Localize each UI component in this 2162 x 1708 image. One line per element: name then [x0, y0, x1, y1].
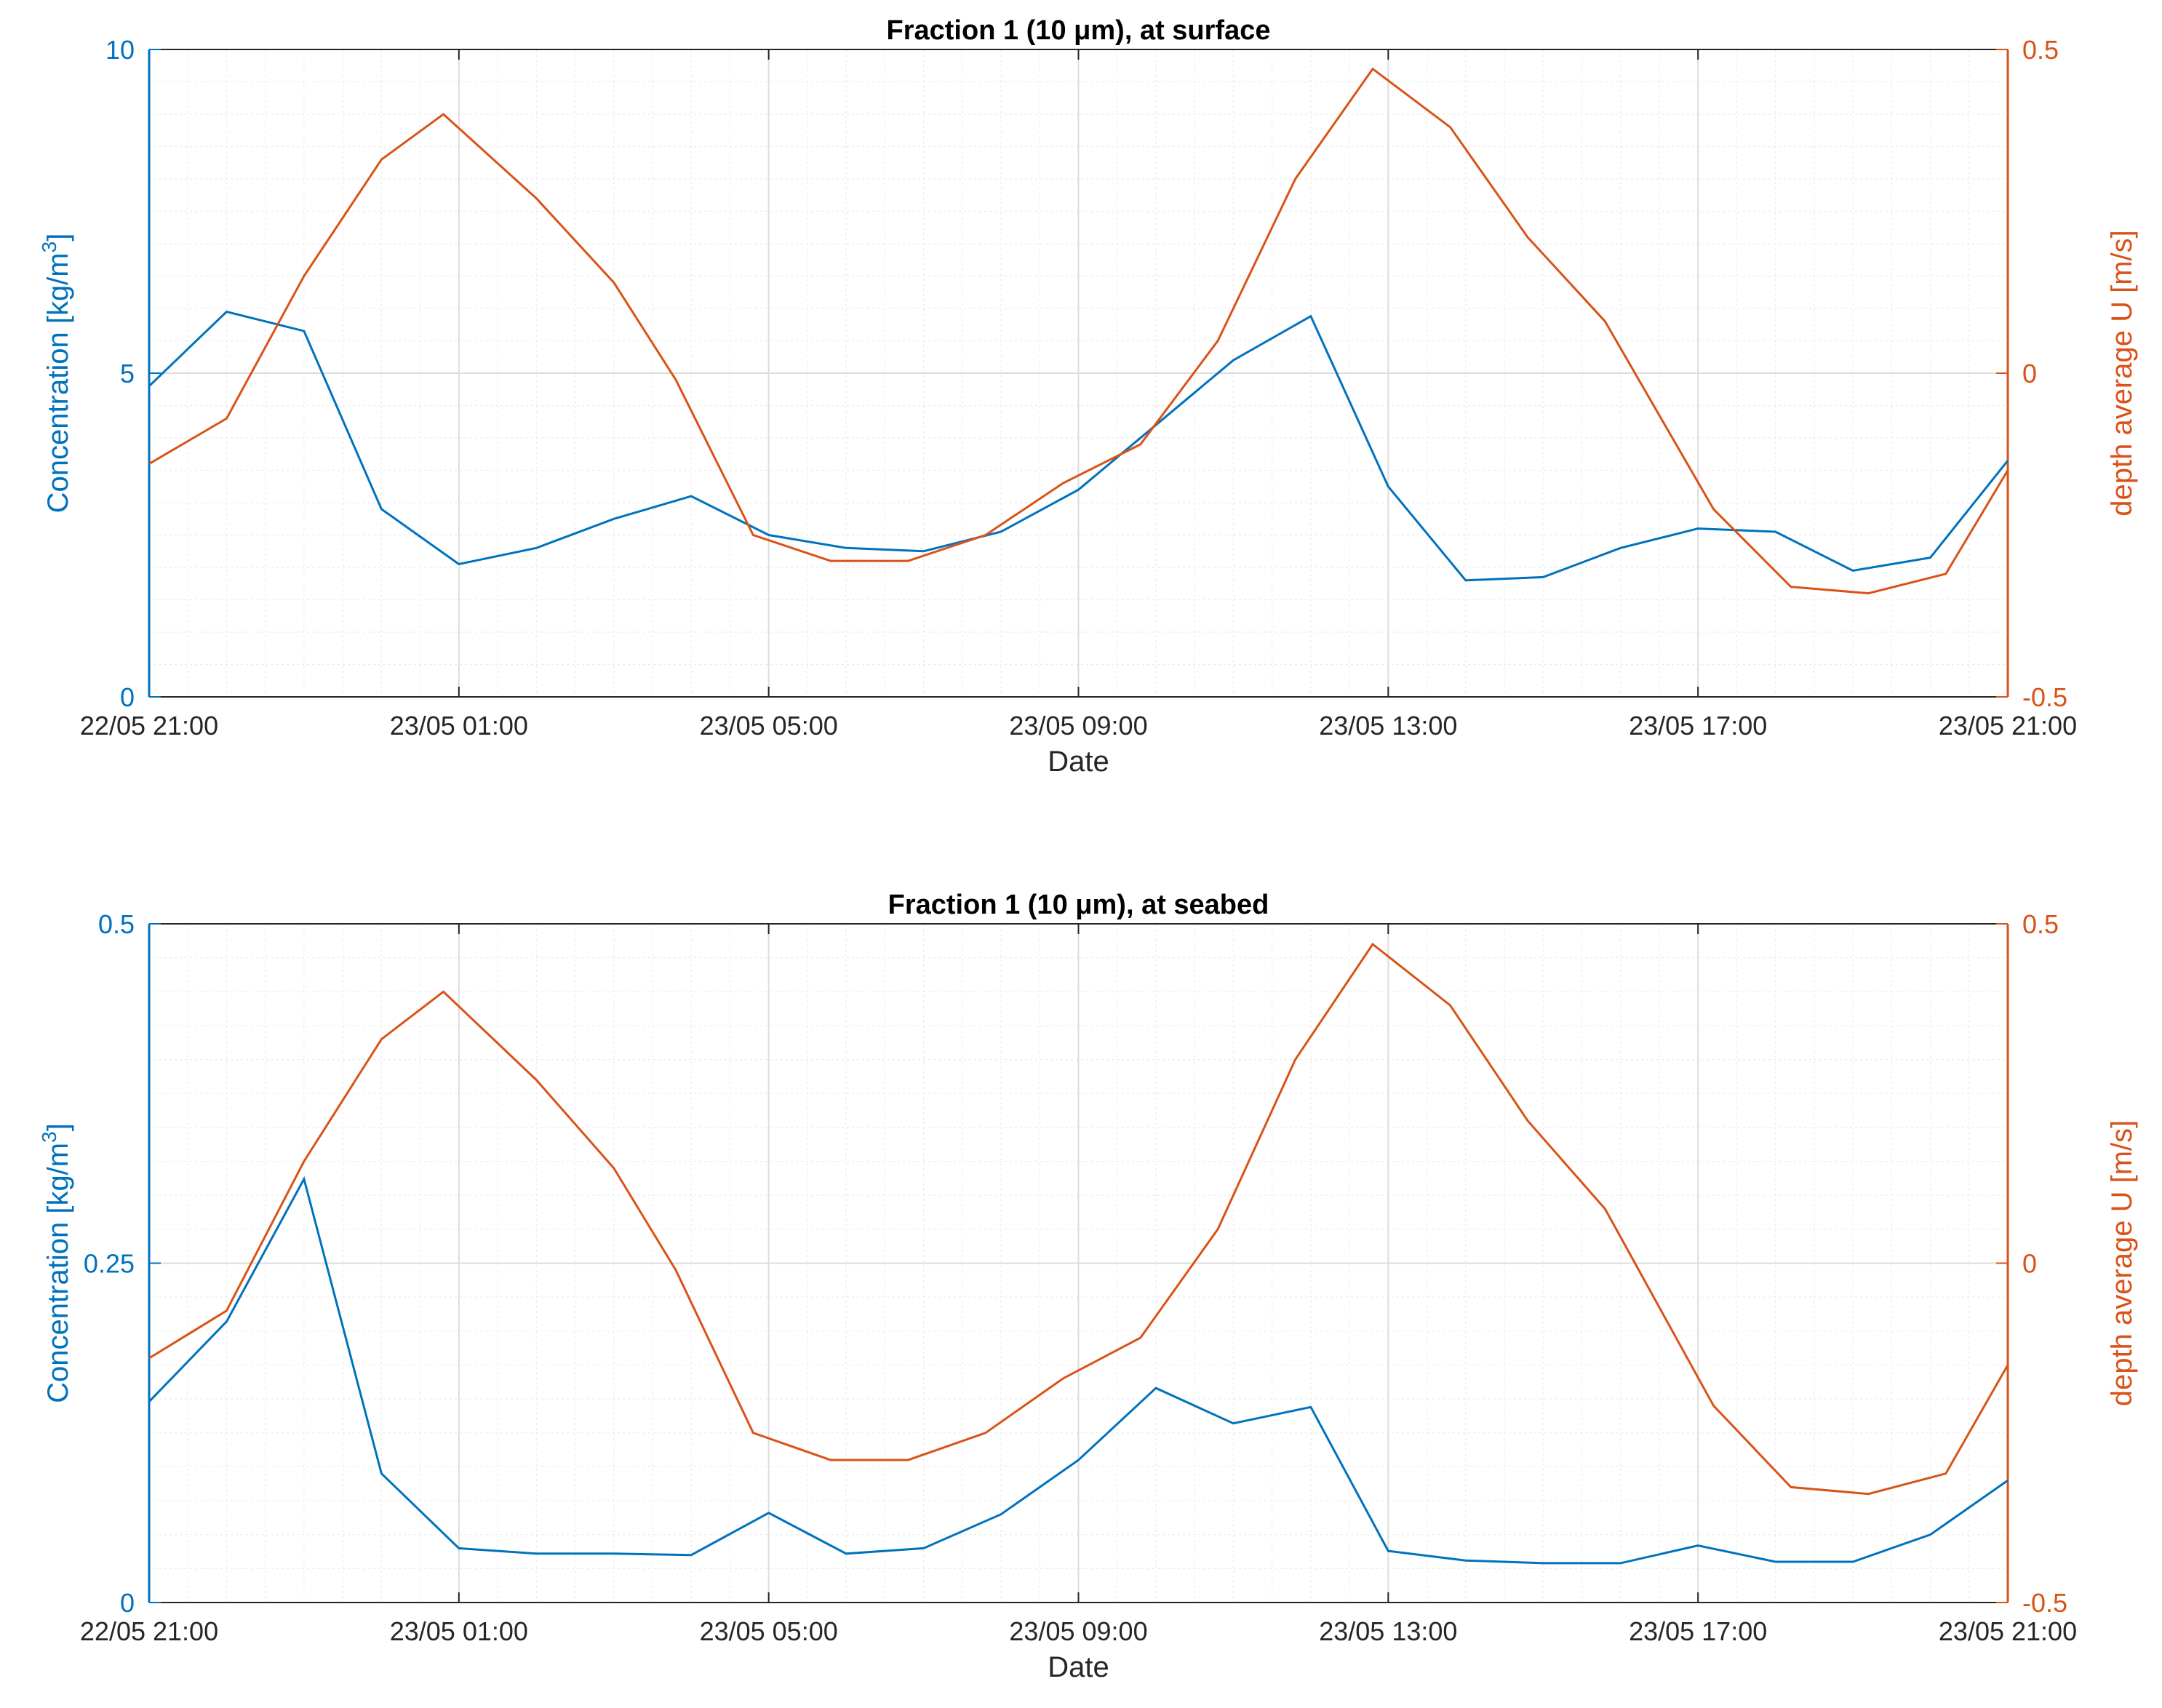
y-left-axis-label: Concentration [kg/m3]: [38, 1123, 74, 1403]
x-tick-label: 23/05 21:00: [1939, 1616, 2077, 1646]
x-tick-label: 23/05 13:00: [1319, 711, 1457, 741]
y-left-tick-label: 10: [105, 35, 135, 65]
y-right-tick-label: -0.5: [2022, 682, 2067, 712]
y-right-tick-label: 0: [2022, 1249, 2037, 1279]
x-tick-label: 22/05 21:00: [80, 711, 218, 741]
chart-panel-1: 22/05 21:00 23/05 01:00 23/05 05:00 23/05 0…: [38, 15, 2138, 778]
x-axis-label: Date: [1048, 1651, 1109, 1683]
major-grid: [149, 924, 2008, 1603]
y-right-tick-label: -0.5: [2022, 1588, 2067, 1618]
y-right-tick-label: 0.5: [2022, 909, 2059, 939]
y-right-tick-label: 0.5: [2022, 35, 2059, 65]
y-left-tick-label: 0: [120, 682, 135, 712]
chart-title: Fraction 1 (10 μm), at surface: [887, 15, 1271, 46]
y-left-label-text: Concentration [kg/m: [42, 252, 74, 513]
y-left-label-sup: 3: [38, 242, 60, 253]
x-tick-label: 23/05 17:00: [1629, 1616, 1767, 1646]
x-tick-label: 23/05 09:00: [1009, 1616, 1147, 1646]
series-line-right: [148, 67, 2009, 595]
x-tick-label: 23/05 21:00: [1939, 711, 2077, 741]
x-tick-label: 23/05 05:00: [700, 1616, 838, 1646]
x-tick-label: 23/05 01:00: [390, 711, 528, 741]
y-right-axis-label: depth average U [m/s]: [2106, 1120, 2138, 1407]
x-tick-label: 23/05 13:00: [1319, 1616, 1457, 1646]
x-tick-label: 23/05 09:00: [1009, 711, 1147, 741]
major-grid: [149, 49, 2008, 697]
y-left-tick-label: 0.25: [84, 1249, 135, 1279]
y-left-label-close: ]: [42, 1123, 74, 1131]
chart-panel-2: 22/05 21:00 23/05 01:00 23/05 05:00 23/05 0…: [38, 890, 2138, 1683]
x-tick-label: 23/05 01:00: [390, 1616, 528, 1646]
x-tick-label: 22/05 21:00: [80, 1616, 218, 1646]
x-tick-label: 23/05 17:00: [1629, 711, 1767, 741]
series-line-left: [148, 310, 2009, 582]
series-line-left: [148, 1176, 2009, 1565]
y-left-tick-label: 0: [120, 1588, 135, 1618]
y-left-tick-label: 5: [120, 359, 135, 388]
y-left-label-close: ]: [42, 234, 74, 242]
chart-title: Fraction 1 (10 μm), at seabed: [888, 890, 1269, 920]
y-right-axis-label: depth average U [m/s]: [2106, 230, 2138, 516]
y-left-label-text: Concentration [kg/m: [42, 1143, 74, 1403]
y-left-axis-label: Concentration [kg/m3]: [38, 234, 74, 514]
x-axis-label: Date: [1048, 746, 1109, 778]
y-right-tick-label: 0: [2022, 359, 2037, 388]
x-tick-label: 23/05 05:00: [700, 711, 838, 741]
series-line-right: [148, 942, 2009, 1496]
y-left-label-sup: 3: [38, 1131, 60, 1143]
y-left-tick-label: 0.5: [98, 909, 135, 939]
